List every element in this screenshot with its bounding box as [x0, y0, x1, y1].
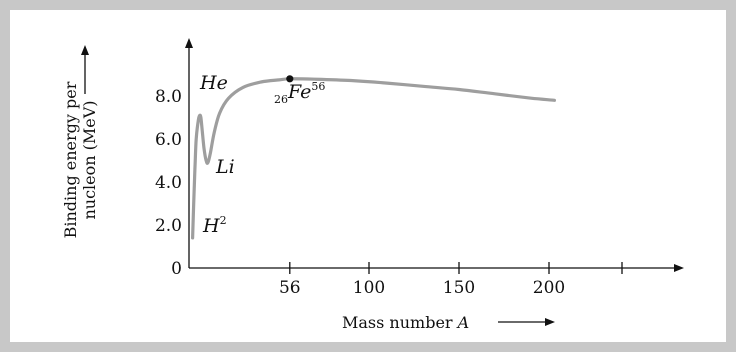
x-ticks: 56 100 150 200	[279, 262, 623, 298]
y-axis-title: Binding energy per nucleon (MeV)	[61, 81, 99, 238]
y-ticks: 0 2.0 4.0 6.0 8.0	[155, 87, 182, 279]
x-tick-label: 200	[533, 278, 565, 298]
y-tick-label: 8.0	[155, 87, 182, 107]
x-axis-title-variable: A	[456, 313, 470, 332]
binding-energy-curve	[191, 77, 556, 240]
fe56-base: Fe	[287, 81, 311, 103]
x-axis-title-text: Mass number	[342, 313, 453, 332]
y-axis-title-line2: nucleon (MeV)	[80, 100, 99, 219]
x-axis-title: Mass number A	[342, 313, 469, 332]
h2-label: H2	[202, 214, 227, 237]
x-tick-label: 56	[279, 278, 301, 298]
x-tick-label: 100	[353, 278, 385, 298]
x-tick-label: 150	[443, 278, 475, 298]
y-title-arrow-head	[81, 45, 89, 55]
y-tick-label: 2.0	[155, 216, 182, 236]
li-label: Li	[215, 156, 235, 178]
h2-superscript: 2	[220, 214, 227, 227]
binding-energy-chart: 56 100 150 200 02.04.06.08.0 He Li H2 26Fe5…	[61, 38, 684, 332]
fe56-pre-subscript: 26	[274, 93, 288, 106]
x-title-arrow-head	[545, 318, 555, 326]
x-axis-arrow	[674, 264, 684, 272]
he-label: He	[199, 72, 228, 94]
fe56-superscript: 56	[311, 80, 325, 93]
fe56-label: 26Fe56	[274, 80, 325, 106]
chart-frame: 56 100 150 200 0 2.0 4.0 6.0 8.0 He Li H2 26Fe5…	[10, 10, 726, 342]
y-axis-title-line1: Binding energy per	[61, 81, 80, 238]
y-tick-label: 0	[171, 259, 182, 279]
fe56-marker-point	[286, 75, 294, 83]
y-axis-arrow	[185, 38, 193, 48]
y-tick-label: 6.0	[155, 130, 182, 150]
h2-base: H	[202, 215, 220, 237]
y-tick-label: 4.0	[155, 173, 182, 193]
